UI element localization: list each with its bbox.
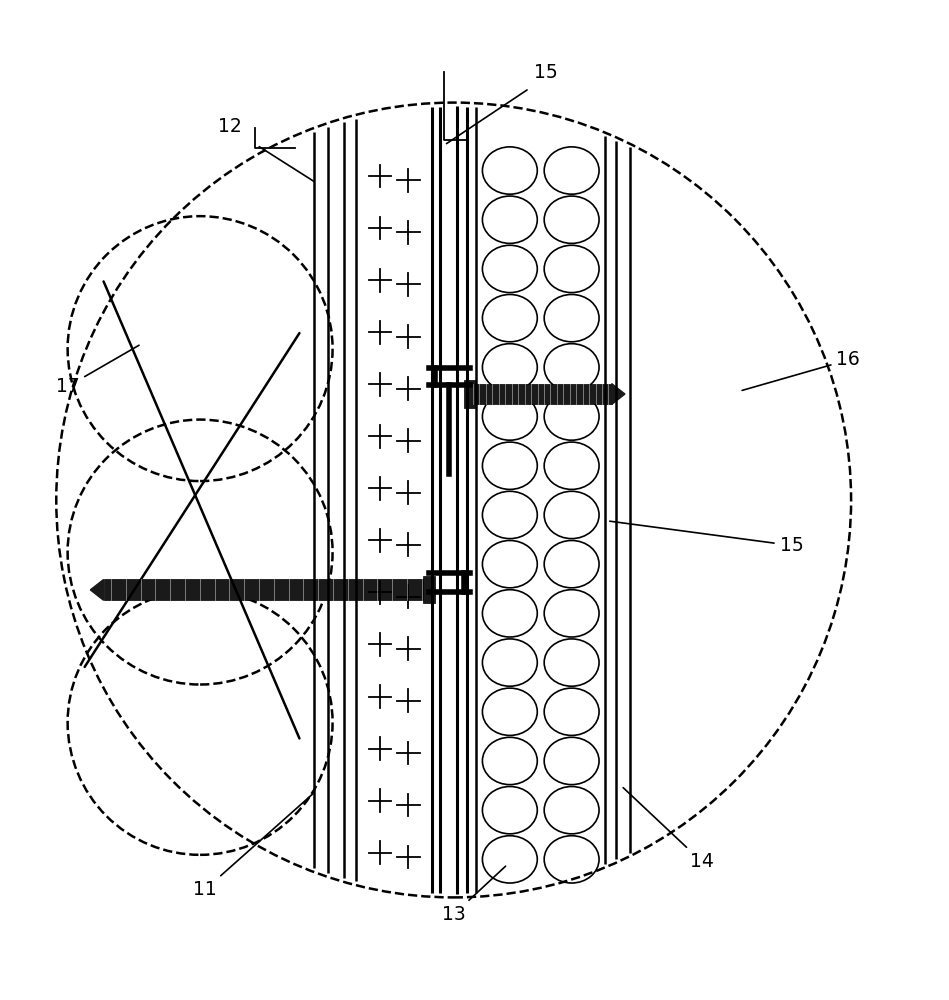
Text: 12: 12 <box>218 117 242 136</box>
Text: 11: 11 <box>193 793 313 899</box>
Bar <box>103 579 429 600</box>
Polygon shape <box>612 384 625 404</box>
Text: 16: 16 <box>742 350 860 390</box>
Polygon shape <box>90 579 103 600</box>
Text: 15: 15 <box>609 521 804 555</box>
Text: 15: 15 <box>533 63 557 82</box>
Text: 17: 17 <box>56 345 139 396</box>
Text: 13: 13 <box>442 866 506 924</box>
Bar <box>423 576 435 603</box>
Bar <box>470 384 612 404</box>
Bar <box>464 380 475 408</box>
Text: 14: 14 <box>623 788 714 871</box>
